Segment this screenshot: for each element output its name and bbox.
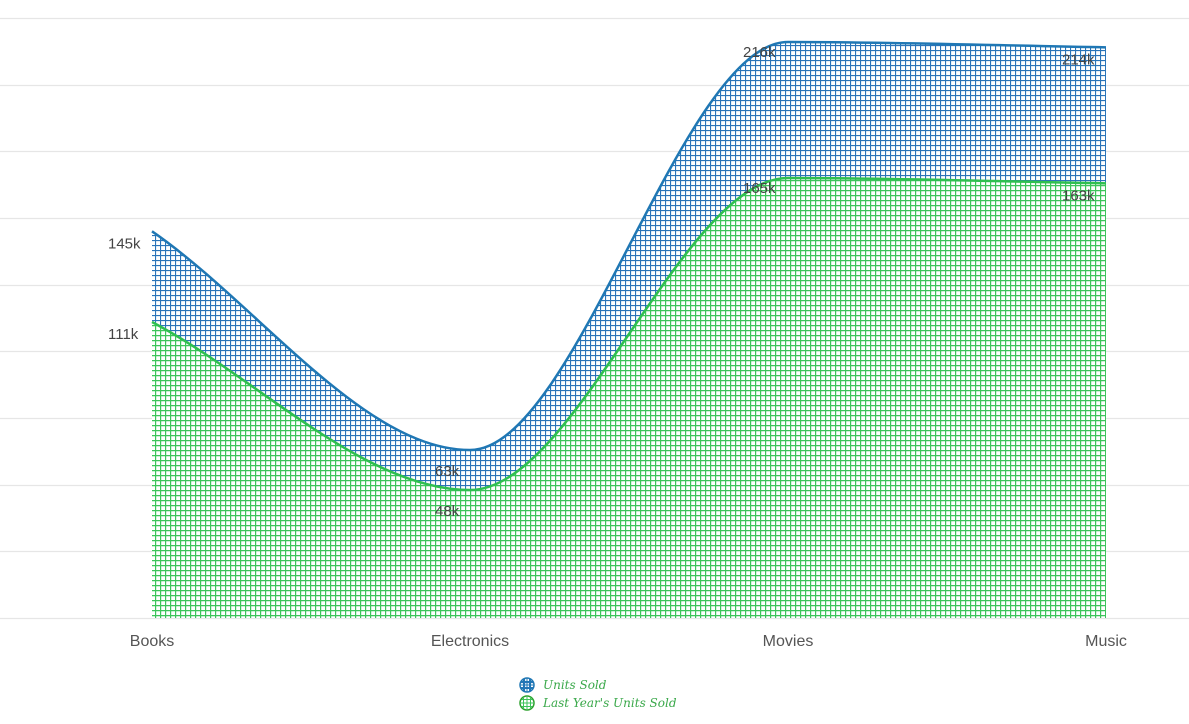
data-label: 163k xyxy=(1062,187,1095,204)
data-label: 145k xyxy=(108,235,141,252)
crosshatch-circle-icon xyxy=(519,677,535,693)
data-label: 165k xyxy=(743,180,776,197)
data-label: 111k xyxy=(108,326,139,343)
data-label: 48k xyxy=(435,503,460,520)
data-label: 214k xyxy=(1062,51,1095,68)
area-fill xyxy=(152,178,1106,618)
x-tick-label: Books xyxy=(130,633,174,650)
x-tick-label: Music xyxy=(1085,633,1127,650)
legend-item-units-sold[interactable]: Units Sold xyxy=(519,676,677,694)
legend-label: Last Year's Units Sold xyxy=(543,696,677,710)
legend: Units Sold Last Year's Units Sold xyxy=(519,676,677,712)
data-label: 63k xyxy=(435,463,460,480)
x-tick-label: Electronics xyxy=(431,633,509,650)
area-series xyxy=(151,40,1107,618)
legend-label: Units Sold xyxy=(543,678,607,692)
data-label: 216k xyxy=(743,44,776,61)
area-line xyxy=(151,40,1107,452)
legend-item-last-year-units-sold[interactable]: Last Year's Units Sold xyxy=(519,694,677,712)
x-tick-label: Movies xyxy=(763,633,814,650)
x-axis: Books Electronics Movies Music xyxy=(130,633,1127,650)
crosshatch-circle-icon xyxy=(519,695,535,711)
area-line xyxy=(151,176,1107,492)
data-labels: 145k 63k 216k 214k 111k 48k 165k 163k xyxy=(108,44,1095,520)
